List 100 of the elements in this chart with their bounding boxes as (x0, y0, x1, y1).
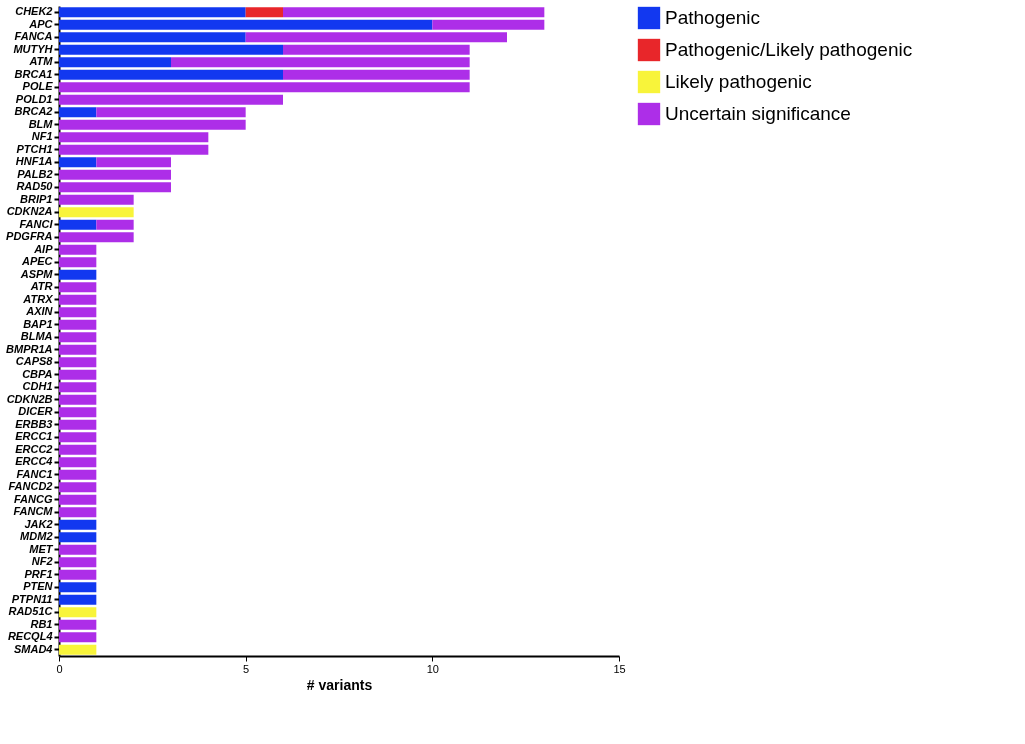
x-tick-label: 5 (243, 662, 250, 675)
y-tick-label: ASPM (19, 267, 54, 280)
bar (59, 632, 97, 643)
bar (59, 132, 209, 143)
y-tick-label: JAK2 (24, 517, 53, 530)
bar (59, 507, 97, 518)
bar (59, 94, 283, 105)
x-axis-title: # variants (306, 676, 373, 693)
legend-label: Pathogenic (665, 7, 761, 28)
y-tick-label: PALB2 (17, 167, 53, 180)
bar (59, 582, 97, 593)
y-tick-label: PTEN (23, 580, 54, 593)
y-tick-label: ATRX (22, 292, 54, 305)
y-tick-label: BMPR1A (6, 342, 53, 355)
y-tick-label: ERCC1 (15, 430, 53, 443)
bar (59, 382, 97, 393)
y-tick-label: BRCA2 (14, 105, 53, 118)
y-tick-label: RAD51C (8, 605, 54, 618)
bar (59, 244, 97, 255)
bar (59, 294, 97, 305)
y-tick-label: NF1 (31, 130, 53, 143)
y-tick-label: AIP (33, 242, 54, 255)
y-tick-label: MET (29, 542, 54, 555)
bar (245, 32, 507, 43)
y-tick-label: CDKN2B (6, 392, 53, 405)
bar (59, 57, 171, 68)
bar (96, 219, 134, 230)
y-tick-label: PDGFRA (6, 230, 53, 243)
bar (283, 7, 545, 18)
bar (59, 594, 97, 605)
y-tick-label: SMAD4 (13, 642, 53, 655)
bar (432, 19, 545, 30)
y-tick-label: BAP1 (23, 317, 53, 330)
y-tick-label: BRCA1 (14, 67, 53, 80)
bar (59, 569, 97, 580)
y-tick-label: PTCH1 (16, 142, 53, 155)
bar (59, 344, 97, 355)
bar (59, 82, 470, 93)
y-tick-label: FANCD2 (8, 480, 53, 493)
bar (59, 544, 97, 555)
y-tick-label: CHEK2 (15, 5, 53, 18)
y-tick-label: ERCC2 (15, 442, 53, 455)
x-tick-label: 10 (426, 662, 439, 675)
bar (59, 519, 97, 530)
bar (59, 482, 97, 493)
bar (59, 469, 97, 480)
bar (59, 107, 97, 118)
bar (96, 107, 246, 118)
y-tick-label: BLMA (20, 330, 53, 343)
y-tick-label: FANCM (13, 505, 54, 518)
bar (59, 307, 97, 318)
bar (59, 644, 97, 655)
bar (59, 357, 97, 368)
y-tick-label: CDKN2A (6, 205, 53, 218)
bar (171, 57, 470, 68)
x-tick-label: 0 (56, 662, 63, 675)
bar (59, 194, 134, 205)
bar (59, 207, 134, 218)
y-tick-label: APEC (20, 255, 54, 268)
y-tick-label: NF2 (31, 555, 53, 568)
y-tick-label: ERBB3 (15, 417, 53, 430)
y-tick-label: PTPN11 (11, 592, 53, 605)
y-tick-label: BRIP1 (20, 192, 53, 205)
bar (59, 332, 97, 343)
bar (59, 44, 283, 55)
bar (59, 7, 246, 18)
y-tick-label: FANCG (14, 492, 53, 505)
bar (59, 32, 246, 43)
bar (59, 457, 97, 468)
bar (59, 232, 134, 243)
legend-label: Uncertain significance (665, 103, 851, 124)
bar (245, 7, 283, 18)
bar (59, 269, 97, 280)
y-tick-label: RAD50 (16, 180, 54, 193)
y-tick-label: CDH1 (22, 380, 53, 393)
bar (283, 44, 470, 55)
y-tick-label: MUTYH (13, 42, 54, 55)
y-tick-label: HNF1A (15, 155, 53, 168)
bar (283, 69, 470, 80)
bar (59, 19, 433, 30)
bar (59, 407, 97, 418)
bar (59, 419, 97, 430)
y-tick-label: CBPA (22, 367, 53, 380)
bar (59, 532, 97, 543)
y-tick-label: APC (28, 17, 54, 30)
y-tick-label: FANCA (14, 30, 53, 43)
bar (59, 182, 171, 193)
bar (59, 319, 97, 330)
bar (59, 607, 97, 618)
legend-label: Pathogenic/Likely pathogenic (665, 39, 913, 60)
bar (59, 494, 97, 505)
bar (59, 257, 97, 268)
y-tick-label: PRF1 (24, 567, 53, 580)
y-tick-label: FANC1 (16, 467, 53, 480)
bar (96, 157, 171, 168)
bar (59, 69, 283, 80)
y-tick-label: RB1 (30, 617, 53, 630)
bar (59, 557, 97, 568)
bar (59, 219, 97, 230)
y-tick-label: ATM (28, 55, 54, 68)
